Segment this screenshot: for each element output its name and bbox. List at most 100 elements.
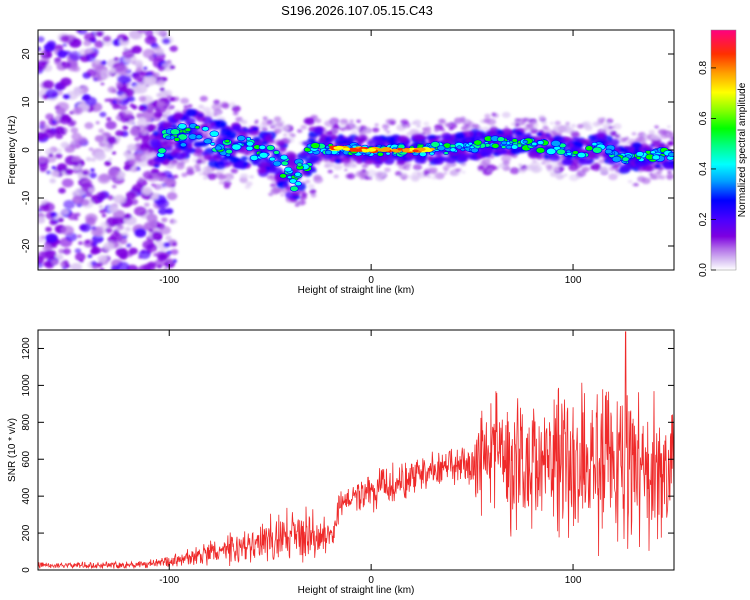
colorbar-scale	[710, 29, 737, 271]
core-blob	[635, 151, 644, 157]
noise-blob	[157, 264, 162, 269]
band-blob	[253, 160, 260, 165]
halo-blob	[461, 170, 466, 174]
noise-blob	[42, 80, 55, 89]
halo-blob	[525, 165, 534, 171]
band-blob	[318, 137, 326, 143]
noise-blob	[79, 223, 92, 232]
noise-blob	[111, 89, 117, 94]
noise-blob	[46, 40, 57, 48]
halo-blob	[426, 174, 432, 179]
noise-blob	[108, 157, 113, 161]
halo-blob	[544, 128, 552, 133]
noise-blob	[70, 262, 82, 270]
halo-blob	[261, 119, 272, 127]
core-blob	[225, 149, 233, 155]
noise-blob	[105, 120, 117, 130]
halo-blob	[261, 126, 268, 132]
peak-blob	[391, 148, 399, 152]
core-blob	[443, 151, 449, 156]
core-blob	[635, 155, 642, 160]
noise-blob	[129, 103, 135, 108]
core-blob	[585, 145, 594, 152]
noise-blob	[113, 57, 119, 62]
band-blob	[252, 126, 259, 132]
halo-blob	[327, 169, 333, 174]
band-blob	[442, 133, 453, 141]
core-blob	[231, 143, 242, 151]
noise-blob	[165, 235, 172, 241]
halo-blob	[203, 176, 208, 180]
halo-blob	[510, 122, 516, 126]
halo-blob	[400, 174, 408, 180]
core-blob	[419, 151, 427, 157]
core-blob	[165, 135, 172, 140]
halo-blob	[453, 117, 463, 124]
noise-blob	[172, 219, 178, 224]
noise-blob	[46, 154, 57, 163]
snr-marks	[38, 331, 674, 570]
halo-blob	[173, 96, 180, 102]
band-blob	[271, 166, 283, 174]
halo-blob	[558, 166, 565, 171]
core-blob	[236, 135, 246, 142]
noise-blob	[150, 42, 159, 49]
noise-blob	[107, 168, 119, 177]
spectrogram-x-tick-label: 0	[368, 275, 374, 286]
band-blob	[476, 136, 482, 141]
halo-blob	[606, 118, 614, 124]
halo-blob	[570, 123, 577, 128]
halo-blob	[223, 184, 231, 189]
noise-blob	[104, 160, 112, 167]
core-blob	[279, 154, 289, 161]
halo-blob	[615, 169, 620, 173]
noise-blob	[75, 212, 81, 217]
core-blob	[473, 139, 483, 146]
snr-y-tick-label: 1000	[21, 374, 32, 397]
noise-blob	[170, 248, 179, 255]
band-blob	[478, 132, 484, 137]
halo-blob	[205, 111, 212, 116]
noise-blob	[55, 133, 63, 140]
band-blob	[545, 133, 551, 138]
halo-blob	[382, 123, 390, 130]
band-blob	[320, 133, 328, 139]
halo-blob	[213, 113, 217, 117]
noise-blob	[149, 151, 159, 158]
halo-blob	[423, 169, 431, 175]
spectrogram-x-tick-label: -100	[159, 275, 179, 286]
halo-blob	[274, 128, 282, 134]
halo-blob	[195, 159, 203, 165]
noise-blob	[49, 178, 56, 184]
halo-blob	[356, 119, 361, 123]
noise-blob	[137, 30, 146, 34]
noise-blob	[90, 261, 97, 266]
band-blob	[156, 157, 165, 163]
halo-blob	[424, 126, 432, 132]
noise-blob	[110, 232, 124, 242]
halo-blob	[509, 167, 520, 175]
noise-blob	[61, 61, 72, 69]
core-blob	[170, 128, 181, 136]
noise-blob	[157, 48, 164, 54]
noise-blob	[39, 167, 47, 173]
halo-blob	[546, 167, 553, 173]
core-blob	[157, 147, 167, 154]
halo-blob	[313, 176, 324, 184]
halo-blob	[151, 168, 159, 174]
halo-blob	[386, 130, 391, 134]
halo-blob	[280, 193, 285, 197]
noise-blob	[101, 213, 107, 218]
noise-blob	[115, 247, 128, 258]
core-blob	[429, 151, 435, 156]
noise-blob	[60, 34, 70, 43]
halo-blob	[428, 163, 433, 167]
halo-blob	[195, 167, 202, 173]
noise-blob	[171, 184, 176, 188]
noise-blob	[44, 261, 55, 269]
halo-blob	[374, 171, 385, 179]
halo-blob	[434, 172, 445, 180]
noise-blob	[106, 117, 112, 121]
noise-blob	[92, 234, 104, 244]
noise-blob	[91, 227, 103, 237]
